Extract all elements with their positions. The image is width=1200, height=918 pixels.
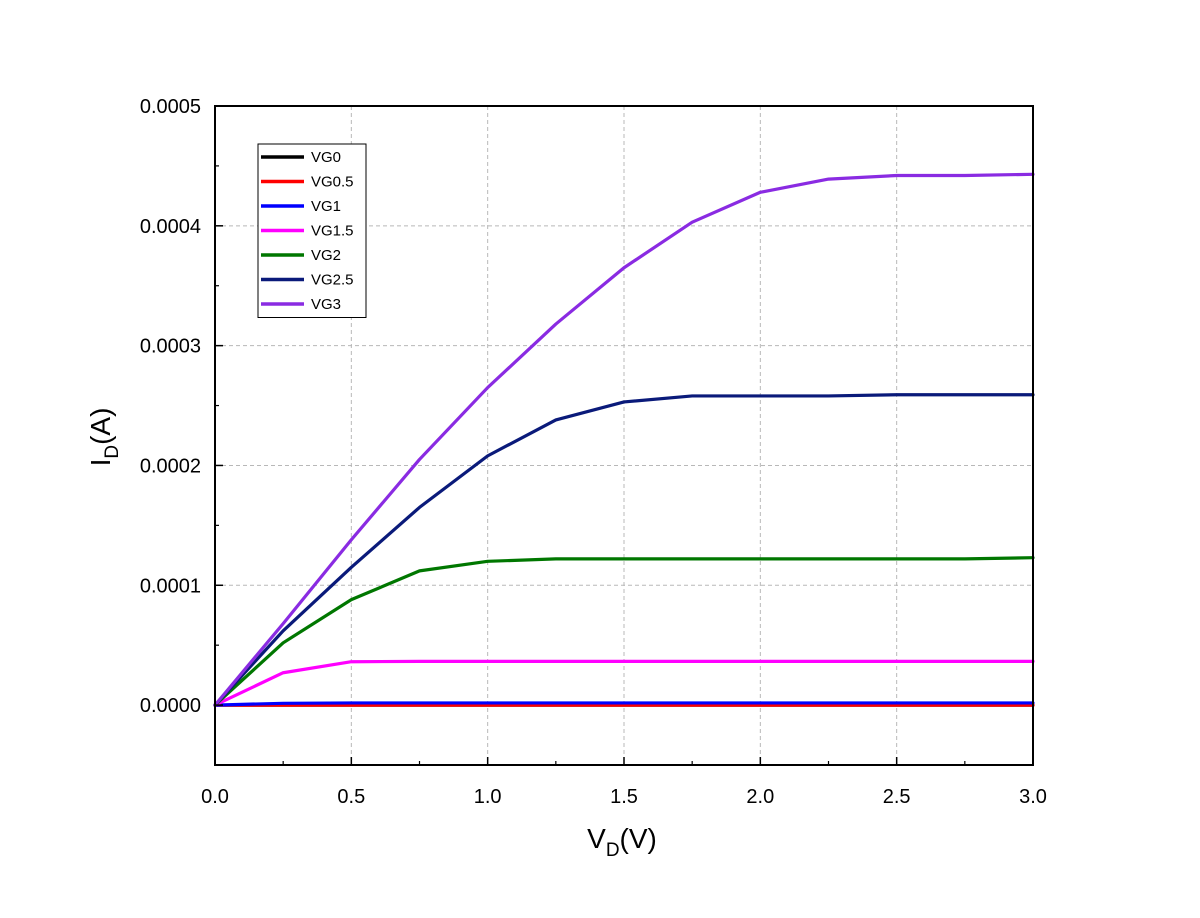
series-lines bbox=[213, 172, 1035, 707]
series-line-vg1 bbox=[213, 701, 1035, 707]
legend-label: VG0.5 bbox=[311, 174, 354, 191]
y-tick-label: 0.0001 bbox=[140, 575, 201, 597]
x-tick-label: 3.0 bbox=[1019, 786, 1047, 808]
y-tick-label: 0.0003 bbox=[140, 336, 201, 358]
x-tick-label: 2.5 bbox=[883, 786, 911, 808]
y-axis-title: ID(A) bbox=[85, 408, 123, 467]
x-tick-label: 2.0 bbox=[746, 786, 774, 808]
series-line-vg2 bbox=[213, 556, 1035, 707]
x-tick-label: 0.0 bbox=[201, 786, 229, 808]
series-line-vg2-5 bbox=[213, 393, 1035, 707]
x-tick-label: 1.0 bbox=[474, 786, 502, 808]
x-axis-title: VD(V) bbox=[587, 823, 657, 861]
legend-label: VG2 bbox=[311, 247, 341, 264]
series-line-vg3 bbox=[213, 172, 1035, 707]
y-tick-label: 0.0000 bbox=[140, 695, 201, 717]
legend: VG0 VG0.5 VG1 VG1.5 VG2 VG2.5 VG3 bbox=[257, 143, 367, 318]
y-tick-label: 0.0005 bbox=[140, 96, 201, 118]
x-tick-label: 1.5 bbox=[610, 786, 638, 808]
series-line-vg1-5 bbox=[213, 659, 1035, 707]
legend-label: VG1.5 bbox=[311, 223, 354, 240]
legend-label: VG1 bbox=[311, 198, 341, 215]
legend-label: VG3 bbox=[311, 296, 341, 313]
y-tick-label: 0.0002 bbox=[140, 455, 201, 477]
axis-ticks: 0.0 0.5 1.0 1.5 2.0 2.5 3.0 0.0000 0.0001 0.0002 0… bbox=[140, 96, 1047, 808]
legend-label: VG0 bbox=[311, 149, 341, 166]
y-tick-label: 0.0004 bbox=[140, 216, 201, 238]
x-tick-label: 0.5 bbox=[337, 786, 365, 808]
legend-label: VG2.5 bbox=[311, 272, 354, 289]
